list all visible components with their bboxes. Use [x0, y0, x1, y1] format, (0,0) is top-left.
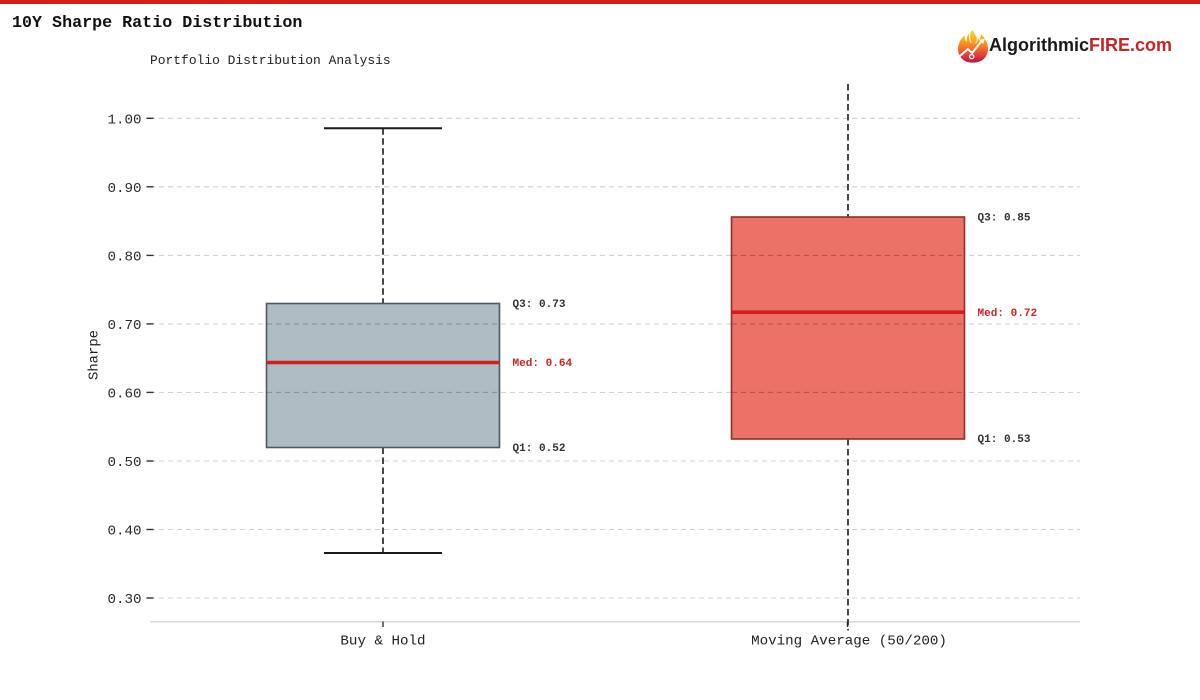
svg-text:0.80: 0.80: [107, 249, 141, 265]
svg-text:0.50: 0.50: [107, 455, 141, 471]
svg-text:1.00: 1.00: [107, 112, 141, 128]
svg-text:Q1: 0.53: Q1: 0.53: [978, 434, 1031, 446]
svg-text:Med: 0.64: Med: 0.64: [513, 358, 573, 370]
svg-text:Sharpe: Sharpe: [87, 330, 103, 380]
svg-text:0.60: 0.60: [107, 386, 141, 402]
svg-text:0.90: 0.90: [107, 181, 141, 197]
svg-text:Q3: 0.85: Q3: 0.85: [978, 213, 1031, 225]
svg-text:Buy & Hold: Buy & Hold: [340, 634, 425, 650]
svg-text:0.30: 0.30: [107, 592, 141, 608]
svg-text:Q3: 0.73: Q3: 0.73: [513, 299, 566, 311]
svg-text:0.40: 0.40: [107, 524, 141, 540]
svg-text:Med: 0.72: Med: 0.72: [978, 308, 1038, 320]
svg-text:Moving Average (50/200): Moving Average (50/200): [751, 634, 947, 650]
svg-text:0.70: 0.70: [107, 318, 141, 334]
svg-text:Q1: 0.52: Q1: 0.52: [513, 443, 566, 455]
